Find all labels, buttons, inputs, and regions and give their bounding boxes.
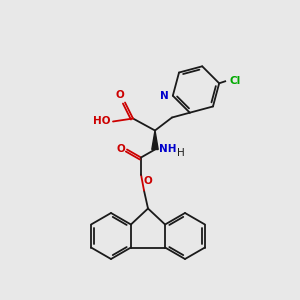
Text: O: O [115,89,124,100]
Text: NH: NH [159,143,176,154]
Text: O: O [144,176,153,185]
Text: N: N [160,91,169,101]
Text: O: O [116,143,125,154]
Text: H: H [177,148,185,158]
Text: Cl: Cl [229,76,240,86]
Text: HO: HO [94,116,111,125]
Polygon shape [152,130,158,149]
